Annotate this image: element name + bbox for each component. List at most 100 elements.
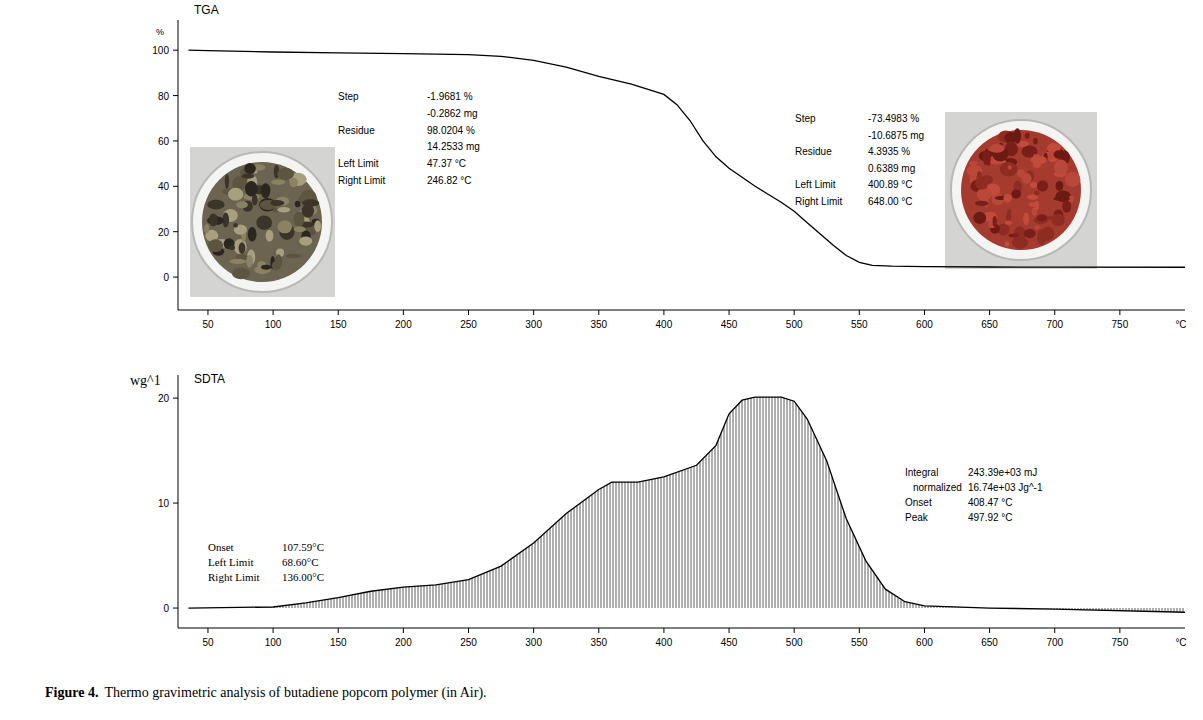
photo-grain	[266, 230, 274, 242]
photo-grain	[1003, 194, 1011, 202]
x-tick	[663, 310, 664, 315]
y-tick-label: 0	[163, 272, 169, 283]
annotation-label: Residue	[795, 146, 832, 157]
annotation-value: -73.4983 %	[868, 113, 919, 124]
photo-grain	[1025, 133, 1030, 139]
y-tick-label: 80	[158, 91, 170, 102]
chart-line: 5010015020025030035040045050055060065070…	[152, 3, 1186, 330]
annotation-label: Left Limit	[338, 158, 379, 169]
photo-grain	[986, 151, 990, 166]
photo-grain	[234, 239, 247, 254]
annotation-label: normalized	[913, 482, 962, 493]
x-tick-label: 650	[981, 637, 998, 648]
x-tick	[533, 628, 534, 633]
background	[0, 0, 1203, 720]
x-tick-label: 150	[330, 319, 347, 330]
x-tick	[729, 310, 730, 315]
annotation-value: 408.47 °C	[968, 497, 1013, 508]
annotation-value: 243.39e+03 mJ	[968, 467, 1037, 478]
x-tick	[794, 628, 795, 633]
photo-grain	[209, 213, 218, 226]
x-tick	[859, 628, 860, 633]
photo-grain	[1033, 138, 1038, 145]
x-tick	[403, 310, 404, 315]
photo-grain	[1056, 181, 1064, 191]
y-tick	[173, 140, 178, 141]
photo-grain	[1054, 160, 1068, 175]
x-tick-label: 200	[395, 637, 412, 648]
photo-grain	[277, 207, 290, 213]
x-tick-label: 550	[851, 319, 868, 330]
annotation-value: -0.2862 mg	[427, 108, 478, 119]
annotation-value: 47.37 °C	[427, 158, 466, 169]
x-tick-label: 250	[460, 637, 477, 648]
x-tick-label: 750	[1112, 637, 1129, 648]
photo-grain	[229, 245, 235, 250]
photo-bg	[945, 112, 1097, 269]
photo-grain	[233, 223, 238, 228]
x-tick-label: 200	[395, 319, 412, 330]
photo-grain	[1008, 233, 1019, 237]
photo-grain	[271, 179, 286, 185]
x-tick	[273, 628, 274, 633]
photo-grain	[1037, 214, 1047, 221]
figure: 5010015020025030035040045050055060065070…	[0, 0, 1203, 720]
x-tick-label: 700	[1046, 319, 1063, 330]
photo-grain	[230, 259, 246, 264]
photo-grain	[1030, 156, 1047, 164]
photo-grain	[314, 220, 321, 232]
photo-grain	[270, 200, 284, 206]
x-axis-line	[178, 628, 1185, 629]
photo-grain	[1023, 212, 1029, 225]
photo-grain	[973, 212, 986, 224]
annotation-value: 136.00°C	[282, 571, 324, 583]
photo-grain	[1037, 180, 1048, 192]
y-tick	[173, 186, 178, 187]
photo-grain	[224, 238, 235, 249]
x-tick	[1054, 310, 1055, 315]
x-tick	[924, 628, 925, 633]
photo-dish	[192, 152, 332, 292]
y-tick-label: 40	[158, 181, 170, 192]
x-tick	[207, 628, 208, 633]
photo-grain	[242, 174, 254, 179]
x-tick	[468, 310, 469, 315]
photo-grain	[1029, 202, 1039, 207]
area-fill	[188, 397, 1185, 612]
caption-label: Figure 4.	[45, 685, 98, 700]
x-tick-label: 300	[525, 637, 542, 648]
photo-grain	[969, 161, 977, 165]
photo-grain	[1065, 172, 1080, 187]
photo-grain	[1054, 150, 1064, 158]
x-axis-label: °C	[1175, 637, 1186, 648]
series-line	[188, 50, 1185, 267]
y-axis-label: %	[156, 27, 164, 37]
x-tick	[468, 628, 469, 633]
x-tick	[1054, 628, 1055, 633]
annotation-value: 497.92 °C	[968, 512, 1013, 523]
annotation-label: Residue	[338, 125, 375, 136]
x-tick-label: 100	[265, 319, 282, 330]
annotation-label: Peak	[905, 512, 929, 523]
annotation-label: Left Limit	[208, 556, 254, 568]
photo-grain	[236, 201, 248, 208]
y-tick	[173, 608, 178, 609]
photo-grain	[208, 239, 223, 252]
photo-grain	[1008, 165, 1012, 169]
photo-grain	[239, 242, 246, 254]
annotation-label: Right Limit	[208, 571, 260, 583]
photo-grain	[989, 144, 1005, 153]
x-tick	[1119, 628, 1120, 633]
photo-grain	[256, 216, 272, 230]
photo-grain	[246, 255, 253, 268]
photo-grain	[245, 181, 258, 197]
photo-grain	[275, 254, 282, 269]
x-tick	[533, 310, 534, 315]
photo-grain	[1062, 200, 1071, 212]
photo-grain	[1005, 221, 1012, 225]
annotation-label: Onset	[905, 497, 932, 508]
photo-grain	[261, 265, 271, 270]
x-tick-label: 400	[656, 319, 673, 330]
x-tick	[989, 628, 990, 633]
photo-grain	[1011, 189, 1021, 198]
